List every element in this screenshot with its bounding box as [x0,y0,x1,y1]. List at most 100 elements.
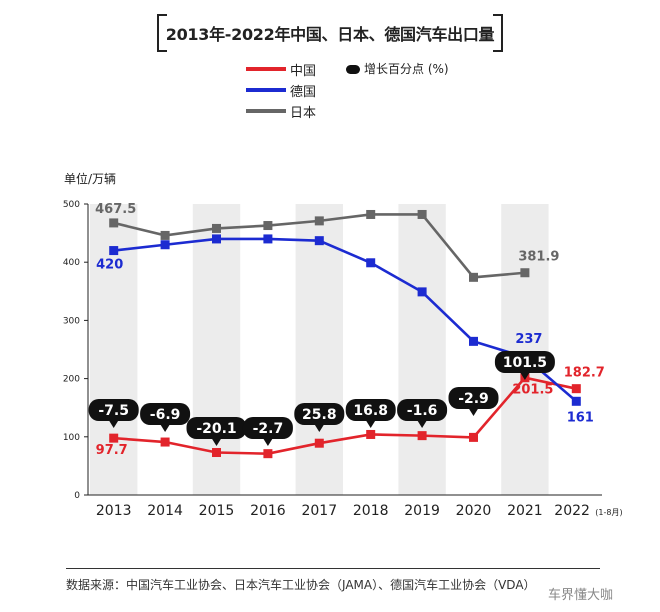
shaded-column-2015 [192,204,241,495]
data-point-中国 [263,449,273,459]
legend-bubble-note-text: 增长百分点 (%) [364,62,449,76]
growth-bubble-label: -20.1 [196,421,236,437]
y-tick-label: 500 [63,200,80,210]
legend-bubble-note: 增长百分点 (%) [346,60,449,77]
x-tick-note: (1-8月) [595,508,622,517]
x-tick-label: 2022 [554,503,590,519]
data-point-日本 [417,209,427,219]
growth-bubble-tail [211,438,222,446]
legend-label-japan: 日本 [290,106,317,121]
data-point-德国 [469,336,478,346]
data-point-日本 [469,272,478,282]
data-point-中国 [212,448,221,458]
legend-swatch-japan [246,109,286,113]
y-tick-label: 100 [63,433,80,443]
shaded-column-2019 [398,204,446,495]
y-tick-label: 200 [63,375,80,385]
data-point-中国 [366,429,376,439]
x-tick-label: 2017 [301,503,337,519]
growth-bubble-label: 101.5 [503,355,547,371]
data-label-日本: 381.9 [518,250,559,265]
x-tick-label: 2015 [199,503,235,519]
legend-label-germany: 德国 [290,85,317,100]
data-point-德国 [314,236,324,246]
growth-bubble [448,387,499,409]
growth-bubble [140,403,191,425]
legend-item-germany: 德国 [246,81,336,100]
data-point-日本 [212,223,221,233]
data-point-日本 [366,209,376,219]
legend-item-china: 中国 [246,60,336,79]
legend-item-japan: 日本 [246,102,336,121]
source-text: 数据来源：中国汽车工业协会、日本汽车工业协会（JAMA）、德国汽车工业协会（VD… [66,578,536,592]
x-tick-label: 2014 [147,503,183,519]
chart-title: 2013年-2022年中国、日本、德国汽车出口量 [165,25,495,44]
data-label-德国: 237 [515,332,542,347]
x-tick-label: 2016 [250,503,286,519]
source-divider [66,568,600,569]
chart-title-box: 2013年-2022年中国、日本、德国汽车出口量 [157,14,503,52]
legend-swatch-china [246,67,286,71]
data-label-德国: 420 [96,258,123,273]
data-point-德国 [366,258,376,268]
data-point-日本 [109,218,119,228]
growth-bubble-label: 25.8 [302,407,337,423]
y-tick-label: 300 [63,316,80,326]
growth-bubble [294,403,345,425]
growth-bubble-label: -2.7 [253,421,284,437]
growth-bubble-label: -2.9 [458,391,489,407]
title-bracket-right [493,14,503,52]
x-tick-label: 2021 [507,503,543,519]
growth-bubble-tail [519,372,530,380]
shaded-column-2021 [501,204,549,495]
y-axis-unit-label: 单位/万辆 [64,172,117,186]
data-point-德国 [263,234,273,244]
data-point-中国 [160,437,170,447]
data-label-中国: 182.7 [564,366,605,381]
growth-bubble-tail [314,424,325,432]
data-label-中国: 97.7 [96,443,128,458]
legend-label-china: 中国 [290,64,317,79]
speech-bubble-icon [346,65,360,74]
data-point-德国 [417,287,427,297]
growth-bubble-tail [108,420,119,428]
data-label-日本: 467.5 [95,202,136,217]
title-bracket-left [157,14,167,52]
data-point-中国 [571,384,581,394]
data-label-德国: 161 [567,410,594,425]
data-point-中国 [314,438,324,448]
watermark: 车界懂大咖 [548,588,614,603]
y-tick-label: 400 [63,258,80,268]
x-tick-label: 2018 [353,503,389,519]
series-line-中国 [113,376,577,455]
growth-bubble [345,399,396,421]
growth-bubble-label: -6.9 [150,407,181,423]
data-point-日本 [520,268,530,278]
growth-bubble [397,399,448,421]
growth-bubble-label: -1.6 [407,403,438,419]
growth-bubble-tail [262,438,273,446]
x-tick-label: 2020 [456,503,492,519]
growth-bubble [242,417,293,439]
x-tick-label: 2013 [96,503,132,519]
growth-bubble [88,399,139,421]
growth-bubble-label: 16.8 [353,403,388,419]
data-point-德国 [109,246,119,256]
data-label-中国: 201.5 [512,383,553,398]
data-point-德国 [160,240,170,250]
growth-bubble-tail [417,420,428,428]
growth-bubble-label: -7.5 [98,403,129,419]
data-point-中国 [469,432,478,442]
data-point-德国 [212,234,221,244]
growth-bubble [494,351,555,373]
data-point-德国 [571,396,581,406]
growth-bubble-tail [160,424,171,432]
data-point-日本 [263,221,273,231]
series-line-德国 [113,237,578,403]
growth-bubble-tail [468,408,479,416]
data-point-日本 [160,230,170,240]
growth-bubble-tail [365,420,376,428]
data-point-日本 [314,216,324,226]
growth-bubble [186,417,247,439]
